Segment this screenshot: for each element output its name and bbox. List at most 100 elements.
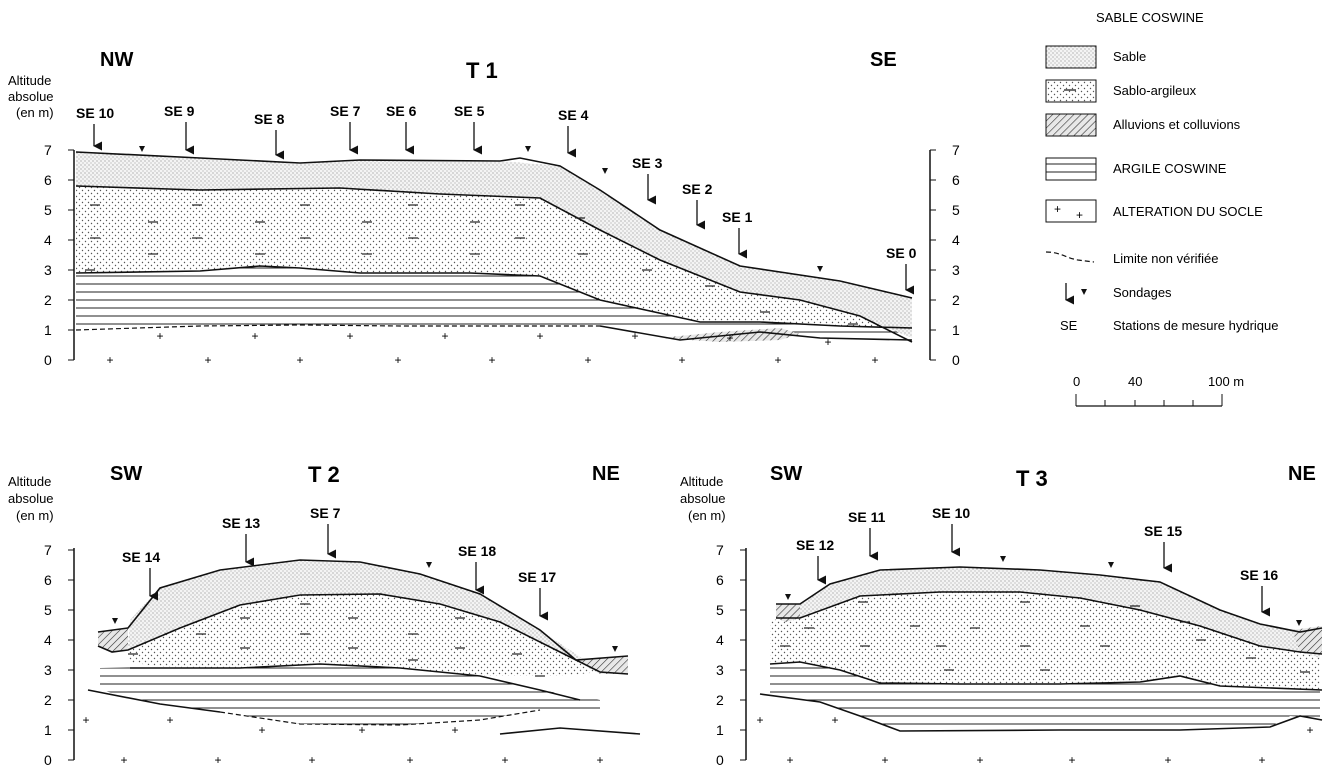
svg-text:SE 8: SE 8: [254, 111, 285, 127]
svg-text:SE 7: SE 7: [310, 505, 341, 521]
svg-text:+: +: [358, 723, 365, 737]
svg-text:+: +: [1076, 208, 1083, 222]
profile-t1: NW T 1 SE Altitude absolue (en m) 0 1 2 …: [8, 49, 960, 368]
stations: SE 14 SE 13 SE 7 SE 18 SE 17: [122, 505, 556, 621]
svg-text:+: +: [166, 713, 173, 727]
svg-text:2: 2: [44, 292, 52, 308]
svg-text:SE 5: SE 5: [454, 103, 485, 119]
svg-text:+: +: [1054, 202, 1061, 216]
svg-text:1: 1: [44, 722, 52, 738]
svg-text:4: 4: [44, 232, 52, 248]
svg-text:3: 3: [44, 262, 52, 278]
svg-text:5: 5: [44, 202, 52, 218]
legend-swatch-sondages: [1065, 283, 1087, 305]
y-ticks-left: 0 1 2 3 4 5 6 7: [44, 142, 74, 368]
svg-text:1: 1: [952, 322, 960, 338]
axis-title: Altitude absolue (en m): [8, 474, 57, 523]
axis-title: Altitude absolue (en m): [680, 474, 729, 523]
svg-text:5: 5: [716, 602, 724, 618]
svg-text:SE 11: SE 11: [848, 509, 886, 525]
svg-text:+: +: [120, 753, 127, 766]
profile-t2: SW T 2 NE Altitude absolue (en m) 0 1 2 …: [8, 462, 641, 766]
legend-label-limite: Limite non vérifiée: [1113, 251, 1219, 266]
svg-text:SE 9: SE 9: [164, 103, 195, 119]
legend-swatch-sable: [1045, 45, 1097, 69]
clay-dashes: [128, 603, 545, 677]
clay-dashes: [780, 601, 1310, 673]
svg-text:0: 0: [44, 352, 52, 368]
svg-text:SE 15: SE 15: [1144, 523, 1182, 539]
svg-text:+: +: [871, 353, 878, 367]
axis-title: Altitude absolue (en m): [8, 73, 57, 120]
svg-text:+: +: [631, 329, 638, 343]
svg-text:6: 6: [952, 172, 960, 188]
direction-left-label: SW: [770, 463, 802, 485]
svg-text:3: 3: [716, 662, 724, 678]
scale-tick-40: 40: [1128, 374, 1142, 389]
direction-left-label: NW: [100, 49, 133, 71]
legend-swatch-sablo-argileux: [1045, 79, 1097, 103]
legend-swatch-alluvions: [1045, 113, 1097, 137]
legend-label-argile: ARGILE COSWINE: [1113, 161, 1227, 176]
svg-text:7: 7: [44, 542, 52, 558]
legend-group-title: SABLE COSWINE: [1096, 10, 1204, 25]
svg-text:+: +: [251, 329, 258, 343]
alteration-crosses: + + + + + + + + + + +: [82, 713, 603, 766]
svg-text:1: 1: [44, 322, 52, 338]
svg-text:4: 4: [952, 232, 960, 248]
layer-sablo-argileux: [76, 186, 912, 338]
profile-title: T 1: [466, 58, 498, 83]
svg-text:+: +: [678, 353, 685, 367]
clay-dashes: [85, 204, 858, 325]
svg-text:SE 12: SE 12: [796, 537, 834, 553]
svg-text:+: +: [488, 353, 495, 367]
svg-text:+: +: [1306, 723, 1313, 737]
svg-text:+: +: [774, 353, 781, 367]
alteration-crosses: + + + + + + + + +: [756, 713, 1313, 766]
scale-tick-0: 0: [1073, 374, 1080, 389]
legend-label-stations: Stations de mesure hydrique: [1113, 318, 1278, 333]
legend-label-alteration: ALTERATION DU SOCLE: [1113, 204, 1263, 219]
svg-text:+: +: [756, 713, 763, 727]
legend-label-alluvions: Alluvions et colluvions: [1113, 117, 1241, 132]
layer-argile: [76, 266, 912, 340]
svg-text:+: +: [82, 713, 89, 727]
layer-sable: [128, 560, 600, 670]
svg-text:2: 2: [44, 692, 52, 708]
direction-right-label: NE: [1288, 463, 1316, 485]
profile-title: T 2: [308, 462, 340, 487]
svg-text:6: 6: [44, 572, 52, 588]
boundary-lines: [75, 151, 913, 343]
svg-text:+: +: [881, 753, 888, 766]
svg-text:SE 6: SE 6: [386, 103, 417, 119]
y-ticks-left: 0 1 2 3 4 5 6 7: [44, 542, 74, 766]
direction-left-label: SW: [110, 463, 142, 485]
svg-text:+: +: [214, 753, 221, 766]
layer-sable: [76, 152, 912, 338]
legend-label-sable: Sable: [1113, 49, 1146, 64]
surface-sondages: [785, 556, 1302, 626]
layer-argile: [770, 662, 1320, 731]
svg-text:+: +: [824, 335, 831, 349]
svg-text:2: 2: [952, 292, 960, 308]
svg-text:0: 0: [44, 752, 52, 766]
svg-text:+: +: [1164, 753, 1171, 766]
svg-text:+: +: [536, 329, 543, 343]
svg-text:SE 13: SE 13: [222, 515, 260, 531]
boundary-lines: [87, 559, 641, 735]
svg-text:6: 6: [44, 172, 52, 188]
svg-text:+: +: [976, 753, 983, 766]
svg-text:+: +: [451, 723, 458, 737]
legend-swatch-argile: [1045, 157, 1097, 181]
svg-text:SE 2: SE 2: [682, 181, 713, 197]
layer-sable: [800, 567, 1320, 658]
svg-text:+: +: [106, 353, 113, 367]
svg-text:+: +: [308, 753, 315, 766]
svg-text:+: +: [296, 353, 303, 367]
svg-text:+: +: [204, 353, 211, 367]
svg-text:+: +: [786, 753, 793, 766]
surface-sondages: [112, 562, 618, 652]
svg-text:SE 18: SE 18: [458, 543, 496, 559]
svg-text:SE 17: SE 17: [518, 569, 556, 585]
svg-text:SE 10: SE 10: [76, 105, 114, 121]
